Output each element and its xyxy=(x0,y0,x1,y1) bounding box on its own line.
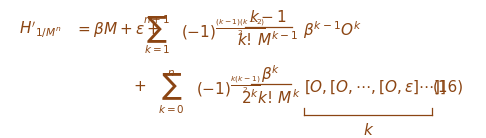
Text: $\sum$: $\sum$ xyxy=(146,14,168,45)
Text: $H'_{1/M^n}$: $H'_{1/M^n}$ xyxy=(19,19,62,40)
Text: $\beta^{k-1}O^k$: $\beta^{k-1}O^k$ xyxy=(303,19,363,41)
Text: $(-1)^{\frac{(k-1)(k-2)}{2}}$: $(-1)^{\frac{(k-1)(k-2)}{2}}$ xyxy=(181,18,266,42)
Text: $k$: $k$ xyxy=(363,122,374,138)
Text: $\sum$: $\sum$ xyxy=(161,72,182,102)
Text: $[O,[O,\cdots,[O,\varepsilon]\cdots]]$: $[O,[O,\cdots,[O,\varepsilon]\cdots]]$ xyxy=(304,78,447,96)
Text: $n$: $n$ xyxy=(168,68,175,79)
Text: $+$: $+$ xyxy=(133,79,146,95)
Text: $k-1$: $k-1$ xyxy=(249,9,287,25)
Text: (16): (16) xyxy=(433,79,464,95)
Text: $\beta^k$: $\beta^k$ xyxy=(260,63,280,85)
Text: $=\beta M + \varepsilon +$: $=\beta M + \varepsilon +$ xyxy=(75,20,159,39)
Text: $2^k k!\,M^k$: $2^k k!\,M^k$ xyxy=(241,88,300,107)
Text: $k!\,M^{k-1}$: $k!\,M^{k-1}$ xyxy=(237,30,299,49)
Text: $k=1$: $k=1$ xyxy=(144,43,170,55)
Text: $k=0$: $k=0$ xyxy=(158,103,185,115)
Text: $(-1)^{\frac{k(k-1)}{2}}$: $(-1)^{\frac{k(k-1)}{2}}$ xyxy=(195,75,260,99)
Text: $n+1$: $n+1$ xyxy=(143,13,171,25)
